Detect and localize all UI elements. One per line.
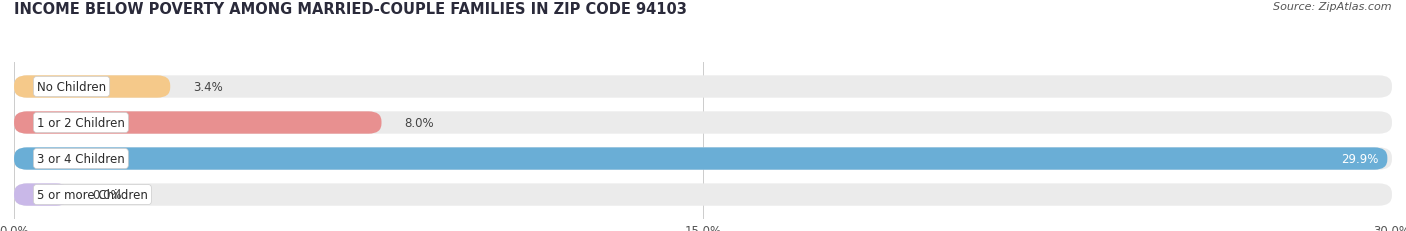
FancyBboxPatch shape — [14, 148, 1388, 170]
Text: No Children: No Children — [37, 81, 105, 94]
Text: 29.9%: 29.9% — [1341, 152, 1378, 165]
FancyBboxPatch shape — [14, 112, 381, 134]
Text: 3 or 4 Children: 3 or 4 Children — [37, 152, 125, 165]
FancyBboxPatch shape — [14, 184, 69, 206]
FancyBboxPatch shape — [14, 148, 1392, 170]
FancyBboxPatch shape — [14, 76, 1392, 98]
Text: 0.0%: 0.0% — [93, 188, 122, 201]
Text: 5 or more Children: 5 or more Children — [37, 188, 148, 201]
FancyBboxPatch shape — [14, 184, 1392, 206]
Text: INCOME BELOW POVERTY AMONG MARRIED-COUPLE FAMILIES IN ZIP CODE 94103: INCOME BELOW POVERTY AMONG MARRIED-COUPL… — [14, 2, 688, 17]
Text: Source: ZipAtlas.com: Source: ZipAtlas.com — [1274, 2, 1392, 12]
FancyBboxPatch shape — [14, 112, 1392, 134]
FancyBboxPatch shape — [14, 76, 170, 98]
Text: 1 or 2 Children: 1 or 2 Children — [37, 116, 125, 129]
Text: 3.4%: 3.4% — [193, 81, 224, 94]
Text: 8.0%: 8.0% — [405, 116, 434, 129]
